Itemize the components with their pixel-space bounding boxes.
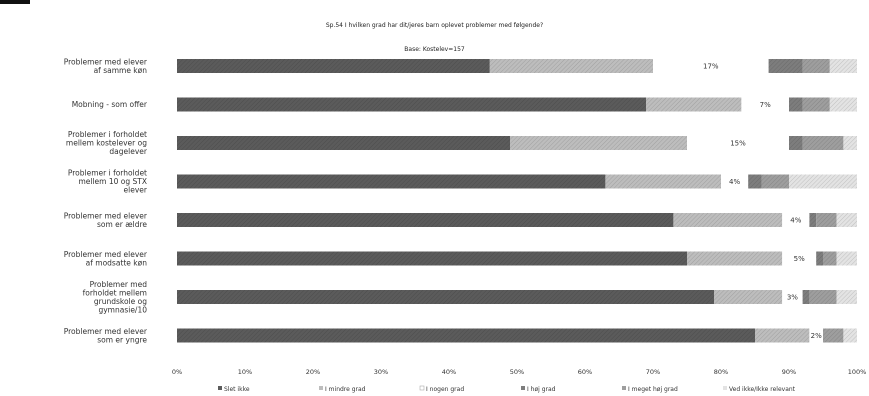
bar-texture-6-2 [687,251,783,266]
legend-swatch-3 [419,385,425,391]
bars-layer: 17% 7% 15% 4% 4% 5% 3% 2% [177,59,857,343]
x-tick-label-2: 10% [238,368,252,376]
bar-segment-4-3 [721,174,749,189]
bar-texture-2-5 [802,97,830,112]
category-label-4: Problemer i forholdet mellem 10 og STX ele… [68,169,148,195]
category-labels: Problemer med elever af samme køn Mobning … [64,57,148,344]
bar-texture-3-4 [789,136,803,150]
gap-value-label-6: 5% [794,255,805,263]
x-tick-label-5: 40% [442,368,456,376]
bar-texture-8-6 [843,328,857,343]
bar-texture-8-5 [823,328,844,343]
bar-texture-1-6 [829,59,857,73]
bar-segment-3-3 [687,136,789,150]
bar-texture-6-5 [823,251,837,266]
category-label-8: Problemer med elever som er yngre [64,327,148,345]
bar-segment-2-3 [741,97,789,112]
legend-label-1: Slet ikke [224,386,250,393]
bar-texture-3-6 [843,136,857,150]
bar-texture-3-1 [177,136,511,150]
category-label-6: Problemer med elever af modsatte køn [64,250,148,268]
x-tick-label-7: 60% [578,368,592,376]
category-label-7: Problemer med forholdet mellem grundskole … [83,280,148,315]
bar-texture-5-1 [177,213,674,227]
bar-texture-1-5 [802,59,830,73]
bar-texture-5-4 [809,213,817,227]
bar-segment-7-3 [782,290,803,304]
gap-value-label-3: 15% [730,140,746,148]
category-label-5: Problemer med elever som er ældre [64,211,148,229]
bar-texture-5-2 [673,213,783,227]
legend-swatch-1 [218,386,222,390]
bar-segment-5-3 [782,213,810,227]
bar-texture-3-2 [510,136,687,150]
bar-texture-6-6 [836,251,857,266]
chart-title-text: Sp.54 I hvilken grad har dit/jeres barn … [325,22,544,29]
bar-texture-6-1 [177,251,687,266]
x-axis-ticks: 0% 10% 20% 30% 40% 50% 60% 70% 80% 90% 100% [172,368,866,376]
bar-texture-3-5 [802,136,844,150]
bar-texture-1-2 [489,59,653,73]
bar-texture-8-1 [177,328,755,343]
legend-label-4: I høj grad [527,386,556,393]
x-tick-label-3: 20% [306,368,320,376]
bar-texture-7-4 [802,290,810,304]
bar-segment-1-3 [653,59,769,73]
gap-value-label-4: 4% [729,178,740,186]
bar-texture-2-2 [646,97,742,112]
x-tick-label-10: 90% [782,368,796,376]
bar-texture-5-5 [816,213,837,227]
category-label-2: Mobning - som offer [72,100,148,109]
bar-texture-4-6 [789,174,857,189]
bar-texture-8-2 [755,328,810,343]
bar-texture-1-1 [177,59,490,73]
bar-texture-7-1 [177,290,715,304]
gap-value-label-5: 4% [790,217,801,225]
bar-texture-4-2 [605,174,721,189]
bar-texture-4-5 [761,174,789,189]
category-label-3: Problemer i forholdet mellem kostelever o… [66,130,148,156]
legend-label-3: I nogen grad [426,386,464,393]
bar-texture-2-4 [789,97,803,112]
bar-texture-1-4 [768,59,803,73]
bar-texture-7-2 [714,290,783,304]
gap-value-label-8: 2% [811,332,822,340]
legend-swatch-5 [622,386,626,390]
legend-label-5: I meget høj grad [628,386,678,393]
bar-texture-7-5 [809,290,837,304]
corner-mark [0,0,30,4]
bar-texture-4-1 [177,174,606,189]
legend-label-6: Ved ikke/Ikke relevant [729,386,796,393]
bar-texture-2-6 [829,97,857,112]
gap-value-label-2: 7% [760,101,771,109]
bar-texture-6-4 [816,251,823,266]
bar-segment-8-3 [809,328,823,343]
x-tick-label-11: 100% [848,368,867,376]
category-label-1: Problemer med elever af samme køn [64,57,148,75]
legend-swatch-2 [319,386,323,390]
x-tick-label-6: 50% [510,368,524,376]
bar-texture-4-4 [748,174,762,189]
chart-subtitle-text: Base: Kostelev=157 [404,46,465,53]
bar-texture-2-1 [177,97,647,112]
legend: Slet ikke I mindre grad I nogen grad I høj … [218,385,796,393]
bar-texture-7-6 [836,290,857,304]
gap-value-label-7: 3% [787,294,798,302]
bar-texture-5-6 [836,213,857,227]
x-tick-label-9: 80% [714,368,728,376]
legend-label-2: I mindre grad [325,386,366,393]
legend-swatch-6 [723,386,727,390]
legend-swatch-4 [521,386,525,390]
x-tick-label-1: 0% [172,368,182,376]
x-tick-label-8: 70% [646,368,660,376]
gap-value-label-1: 17% [703,63,719,71]
bar-segment-6-3 [782,251,817,266]
chart-title: Sp.54 I hvilken grad har dit/jeres barn … [0,14,869,54]
x-tick-label-4: 30% [374,368,388,376]
